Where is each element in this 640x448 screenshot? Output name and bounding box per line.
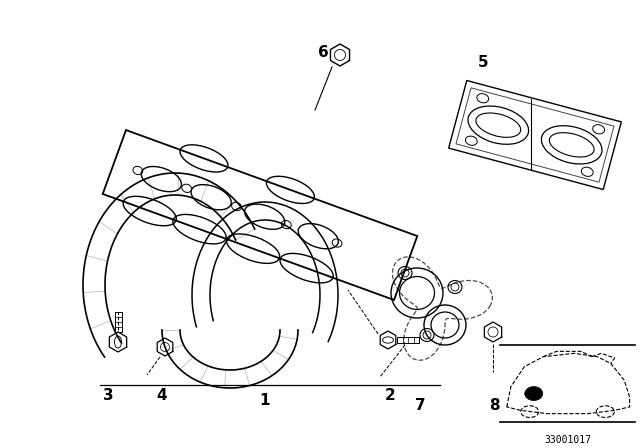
Text: 1: 1 xyxy=(260,392,270,408)
Text: 3: 3 xyxy=(102,388,113,402)
Text: 8: 8 xyxy=(489,397,499,413)
Text: 33001017: 33001017 xyxy=(544,435,591,445)
Text: 5: 5 xyxy=(477,55,488,69)
Text: 4: 4 xyxy=(157,388,167,402)
Ellipse shape xyxy=(525,387,543,401)
Text: 6: 6 xyxy=(317,44,328,60)
Text: 2: 2 xyxy=(385,388,396,402)
Text: 7: 7 xyxy=(415,397,426,413)
